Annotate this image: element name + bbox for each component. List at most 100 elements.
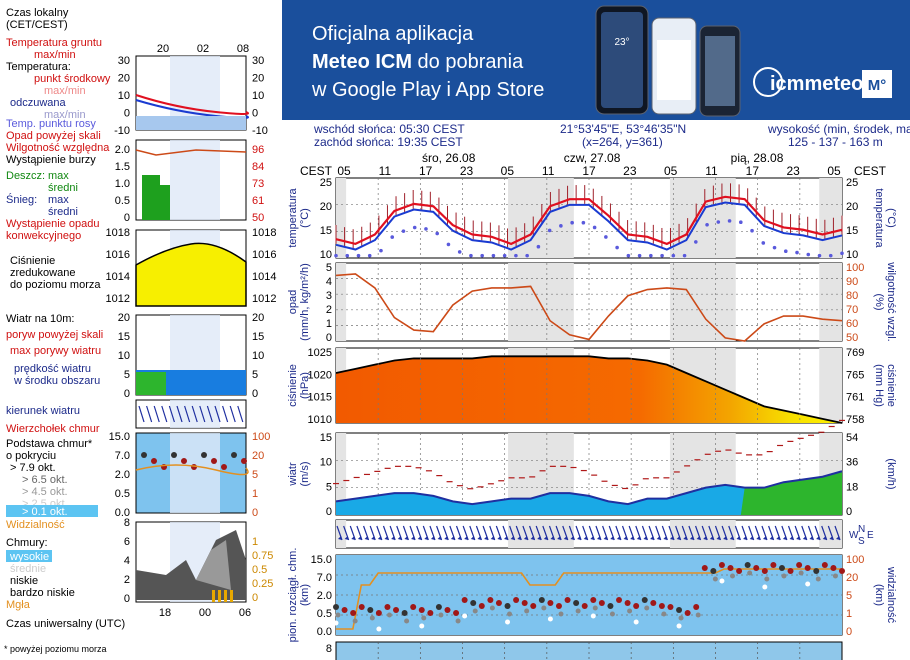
dew-point-dot xyxy=(750,228,754,233)
dew-point-dot xyxy=(469,253,473,258)
cloud-base-dot-faint xyxy=(762,584,768,590)
cloud-base-dot xyxy=(650,600,657,606)
panel-clouds xyxy=(333,554,845,636)
dew-point-dot xyxy=(514,253,518,258)
wind-direction-head xyxy=(484,536,489,540)
mini-cloud-dot xyxy=(201,452,207,458)
cloud-base-dot xyxy=(676,607,683,613)
pressure-tick: 1018 xyxy=(106,227,130,239)
temp-tick-right: 0 xyxy=(252,108,258,120)
axis-label: temperatura(°C) xyxy=(287,187,311,247)
axis-label: ciśnienie(mm Hg) xyxy=(873,364,897,407)
clouds-right-tick: 0.75 xyxy=(252,550,273,562)
precip-tick: 2.0 xyxy=(115,144,130,156)
mini-fog-bar xyxy=(224,590,227,602)
night-band xyxy=(336,520,347,548)
tick-label: 10 xyxy=(846,249,858,261)
dew-point-dot xyxy=(716,220,721,224)
wind-direction-head xyxy=(656,536,661,540)
cloud-base-dot xyxy=(401,610,408,616)
rain-label: Deszcz: xyxy=(6,170,45,182)
feels-like-line xyxy=(335,201,843,251)
cloud-base-dot-faint xyxy=(505,619,511,625)
tick-label: 1015 xyxy=(308,392,332,404)
tick-label: 1025 xyxy=(308,347,332,359)
cloud-base-dot xyxy=(718,562,725,568)
mini-wind-arrow xyxy=(214,405,221,423)
tick-label: 3 xyxy=(326,290,332,302)
wind-tick: 5 xyxy=(124,369,130,381)
wind-direction-head xyxy=(430,536,435,540)
mini-cloud-dot xyxy=(151,458,157,464)
dew-point-dot xyxy=(435,231,439,236)
dew-point-dot xyxy=(457,250,462,254)
axis-label: opad(mm/h, kg/m²/h) xyxy=(287,263,311,341)
tick-label: 80 xyxy=(846,290,858,302)
tick-label: 0.5 xyxy=(317,608,332,620)
night-band xyxy=(819,178,842,258)
okt3-label: > 4.5 okt. xyxy=(22,486,68,498)
rain-avg-label: średni xyxy=(48,182,78,194)
mini-wind-arrow xyxy=(229,405,236,423)
tick-label: 0 xyxy=(326,506,332,518)
humidity-line xyxy=(335,273,843,342)
cloud-base-dot xyxy=(796,562,803,568)
wind-direction-head xyxy=(404,536,409,540)
dew-point-dot xyxy=(795,250,799,255)
hour-label: 05 xyxy=(664,164,678,178)
humidity-tick: 96 xyxy=(252,144,264,156)
compass-w: W xyxy=(849,530,859,541)
cloud-base-dot xyxy=(461,597,468,603)
dew-point-dot xyxy=(592,225,597,230)
cloud-base-dot xyxy=(427,610,434,616)
mini-night-band xyxy=(170,433,220,513)
night-band xyxy=(336,263,347,341)
wind-direction-head xyxy=(590,536,595,540)
tick-label: 1 xyxy=(846,608,852,620)
wind-direction-head xyxy=(490,536,495,540)
wind-direction-head xyxy=(643,536,648,540)
axis-label: (km/h) xyxy=(885,458,897,489)
wind-direction-head xyxy=(663,536,668,540)
wind-direction-head xyxy=(537,536,542,540)
cloud-base-dot-faint xyxy=(590,613,596,619)
cloud-base-dot xyxy=(693,604,700,610)
mini-cloud-dot xyxy=(231,452,237,458)
cloud-base-dot xyxy=(341,607,348,613)
wind-direction-head xyxy=(504,536,508,540)
panel-dir xyxy=(335,519,843,549)
app-banner[interactable]: Oficjalna aplikacja Meteo ICM do pobrani… xyxy=(282,0,910,120)
dew-point-dot xyxy=(379,248,383,253)
legend-panel: Czas lokalny (CET/CEST) 20 02 08 Temperatura … xyxy=(0,0,282,660)
wind-direction-head xyxy=(510,536,515,540)
mini-wind-arrow xyxy=(191,405,198,423)
wind-direction-head xyxy=(377,536,382,540)
clouds-right-tick: 0 xyxy=(252,592,258,604)
dew-point-dot xyxy=(390,235,395,239)
mini-rain-bar-2 xyxy=(160,185,170,220)
humidity-label: Wilgotność względna xyxy=(6,142,110,154)
temperature-line xyxy=(335,195,843,246)
dew-label: Temp. punktu rosy xyxy=(6,118,96,130)
panel-wind xyxy=(333,419,845,516)
humidity-tick: 84 xyxy=(252,161,264,173)
dew-point-dot xyxy=(604,235,608,239)
precip-tick: 0.5 xyxy=(115,195,130,207)
dew-point-dot xyxy=(637,253,642,258)
wind-direction-head xyxy=(723,536,728,540)
low-label: niskie xyxy=(10,575,38,587)
night-band xyxy=(819,348,842,423)
mini-cloud-area-light xyxy=(196,540,231,590)
banner-line2-rest: do pobrania xyxy=(412,51,524,73)
dew-point-dot xyxy=(412,225,417,230)
ground-temp-label: Temperatura gruntu xyxy=(6,37,102,49)
dew-point-dot xyxy=(356,253,361,258)
visibility-tick: 5 xyxy=(252,469,258,481)
wind10-label: Wiatr na 10m: xyxy=(6,313,74,325)
hour-label: 05 xyxy=(827,164,841,178)
dew-point-dot xyxy=(615,245,619,250)
dew-point-dot xyxy=(682,253,687,258)
wind-kmh-tick: 0 xyxy=(252,388,258,400)
cloud-base-dot xyxy=(333,604,339,610)
wind-kmh-tick: 15 xyxy=(252,331,264,343)
